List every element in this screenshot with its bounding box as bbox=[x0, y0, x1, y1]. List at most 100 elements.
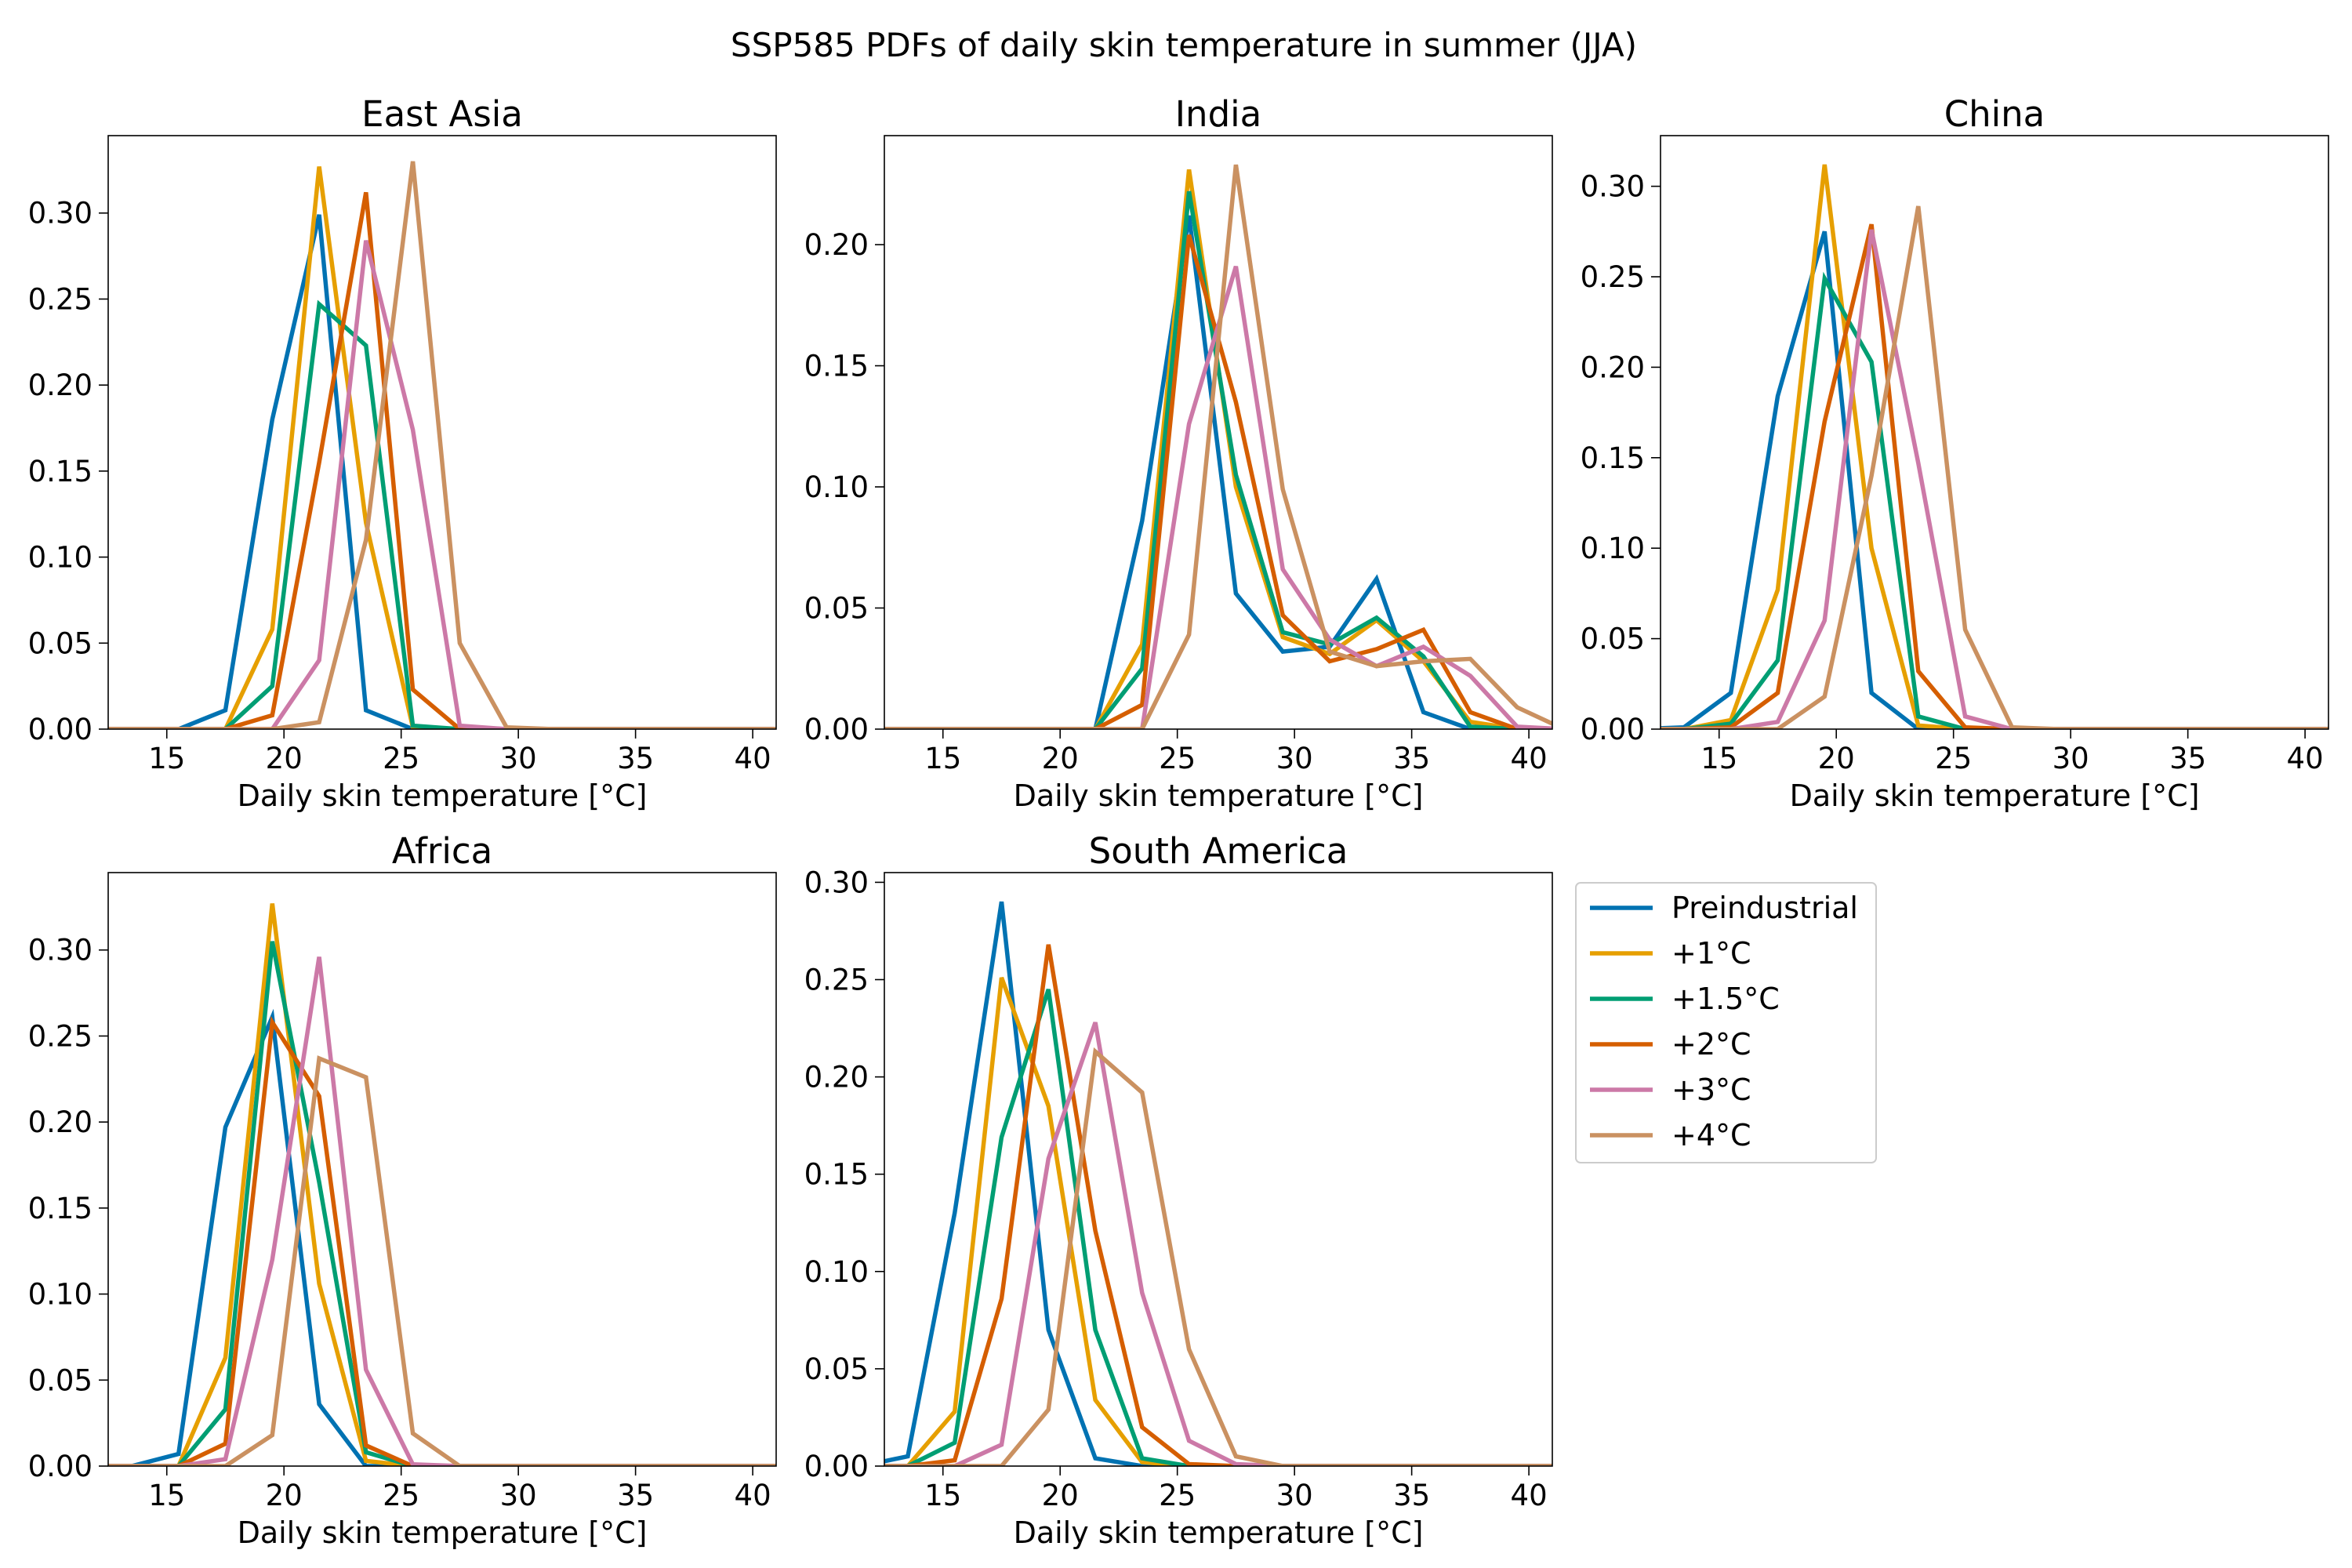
y-tick-label: 0.20 bbox=[1581, 350, 1645, 384]
y-tick-label: 0.15 bbox=[804, 1158, 869, 1192]
y-tick-label: 0.20 bbox=[804, 228, 869, 262]
legend-label: Preindustrial bbox=[1671, 891, 1858, 925]
series-line-1-c-china bbox=[1661, 164, 2328, 729]
figure-title: SSP585 PDFs of daily skin temperature in… bbox=[731, 26, 1637, 64]
y-tick-label: 0.15 bbox=[1581, 441, 1645, 475]
x-tick-label: 30 bbox=[500, 742, 537, 775]
x-axis-label-south-america: Daily skin temperature [°C] bbox=[1014, 1515, 1424, 1550]
x-tick-label: 30 bbox=[1276, 1479, 1313, 1512]
series-line-4-c-east-asia bbox=[108, 161, 776, 729]
x-axis-label-china: Daily skin temperature [°C] bbox=[1790, 779, 2200, 813]
y-tick-label: 0.10 bbox=[804, 470, 869, 504]
y-tick-label: 0.10 bbox=[1581, 532, 1645, 565]
legend-label: +1.5°C bbox=[1671, 982, 1780, 1016]
series-line-4-c-india bbox=[884, 164, 1552, 729]
y-tick-label: 0.00 bbox=[804, 713, 869, 746]
x-tick-label: 35 bbox=[1393, 1479, 1430, 1512]
y-tick-label: 0.05 bbox=[804, 592, 869, 626]
x-tick-label: 40 bbox=[735, 742, 771, 775]
series-line-preindustrial-south-america bbox=[884, 901, 1552, 1466]
x-tick-label: 20 bbox=[266, 1479, 303, 1512]
y-tick-label: 0.30 bbox=[804, 866, 869, 899]
series-line-1-5-c-east-asia bbox=[108, 299, 776, 729]
panel-east-asia: 15 20 25 30 35 40 0.00 0.05 0.10 0.15 0.20 0.25 0.30… bbox=[28, 93, 777, 813]
series-line-preindustrial-india bbox=[884, 215, 1552, 729]
series-line-2-c-africa bbox=[108, 1015, 776, 1466]
y-tick-label: 0.15 bbox=[28, 455, 93, 488]
y-tick-label: 0.00 bbox=[28, 1450, 93, 1483]
series-line-1-c-south-america bbox=[884, 977, 1552, 1466]
x-tick-label: 20 bbox=[1042, 1479, 1079, 1512]
series-line-2-c-china bbox=[1661, 223, 2328, 729]
y-tick-label: 0.15 bbox=[804, 350, 869, 383]
x-tick-label: 25 bbox=[383, 1479, 419, 1512]
series-line-3-c-east-asia bbox=[108, 240, 776, 729]
y-tick-label: 0.05 bbox=[1581, 622, 1645, 656]
panel-south-america: 15 20 25 30 35 40 0.00 0.05 0.10 0.15 0.20 0.25 0.30… bbox=[804, 830, 1553, 1550]
series-line-1-5-c-india bbox=[884, 191, 1552, 729]
y-tick-label: 0.15 bbox=[28, 1192, 93, 1225]
x-tick-label: 25 bbox=[383, 742, 419, 775]
x-tick-label: 30 bbox=[2053, 742, 2089, 775]
series-line-preindustrial-china bbox=[1661, 230, 2328, 729]
series-line-4-c-china bbox=[1661, 205, 2328, 729]
axes-frame-africa bbox=[107, 872, 777, 1467]
x-tick-label: 20 bbox=[266, 742, 303, 775]
y-tick-label: 0.30 bbox=[28, 197, 93, 230]
series-line-1-5-c-south-america bbox=[884, 989, 1552, 1466]
y-tick-label: 0.05 bbox=[28, 1363, 93, 1397]
panel-title-east-asia: East Asia bbox=[361, 93, 523, 135]
series-line-2-c-india bbox=[884, 234, 1552, 729]
x-axis-label-africa: Daily skin temperature [°C] bbox=[238, 1515, 648, 1550]
series-line-3-c-africa bbox=[108, 956, 776, 1466]
series-line-4-c-africa bbox=[108, 1055, 776, 1466]
series-line-preindustrial-africa bbox=[108, 1008, 776, 1466]
series-line-1-c-africa bbox=[108, 903, 776, 1466]
x-tick-label: 35 bbox=[2169, 742, 2206, 775]
x-tick-label: 30 bbox=[500, 1479, 537, 1512]
panel-title-africa: Africa bbox=[392, 830, 492, 872]
y-tick-label: 0.10 bbox=[28, 1278, 93, 1312]
panel-title-india: India bbox=[1175, 93, 1261, 135]
y-tick-label: 0.00 bbox=[804, 1450, 869, 1483]
y-tick-label: 0.25 bbox=[804, 964, 869, 997]
legend-label: +2°C bbox=[1671, 1027, 1751, 1062]
y-tick-label: 0.20 bbox=[28, 368, 93, 402]
panel-africa: 15 20 25 30 35 40 0.00 0.05 0.10 0.15 0.20 0.25 0.30… bbox=[28, 830, 777, 1550]
x-tick-label: 25 bbox=[1159, 742, 1196, 775]
legend-label: +1°C bbox=[1671, 936, 1751, 971]
x-tick-label: 40 bbox=[1511, 742, 1548, 775]
y-tick-label: 0.10 bbox=[804, 1255, 869, 1289]
y-tick-label: 0.10 bbox=[28, 541, 93, 575]
x-tick-label: 15 bbox=[1700, 742, 1737, 775]
x-tick-label: 30 bbox=[1276, 742, 1313, 775]
series-line-3-c-china bbox=[1661, 229, 2328, 729]
y-tick-label: 0.20 bbox=[804, 1061, 869, 1094]
axes-frame-east-asia bbox=[107, 135, 777, 730]
x-tick-label: 15 bbox=[148, 1479, 185, 1512]
y-tick-label: 0.30 bbox=[28, 934, 93, 967]
series-line-4-c-south-america bbox=[884, 1047, 1552, 1466]
panel-title-china: China bbox=[1944, 93, 2045, 135]
legend-label: +4°C bbox=[1671, 1118, 1751, 1152]
x-tick-label: 20 bbox=[1818, 742, 1855, 775]
legend: Preindustrial +1°C +1.5°C +2°C +3°C +4°C bbox=[1575, 882, 1877, 1163]
x-tick-label: 25 bbox=[1159, 1479, 1196, 1512]
series-line-1-c-india bbox=[884, 169, 1552, 729]
axes-frame-india bbox=[884, 135, 1553, 730]
panel-title-south-america: South America bbox=[1089, 830, 1348, 872]
y-tick-label: 0.05 bbox=[28, 626, 93, 660]
x-tick-label: 15 bbox=[924, 742, 961, 775]
series-line-1-5-c-africa bbox=[108, 941, 776, 1466]
y-tick-label: 0.30 bbox=[1581, 170, 1645, 204]
x-tick-label: 35 bbox=[617, 742, 654, 775]
y-tick-label: 0.20 bbox=[28, 1105, 93, 1139]
x-tick-label: 25 bbox=[1935, 742, 1972, 775]
x-axis-label-india: Daily skin temperature [°C] bbox=[1014, 779, 1424, 813]
x-axis-label-east-asia: Daily skin temperature [°C] bbox=[238, 779, 648, 813]
x-tick-label: 35 bbox=[1393, 742, 1430, 775]
x-tick-label: 40 bbox=[735, 1479, 771, 1512]
series-line-3-c-south-america bbox=[884, 1022, 1552, 1466]
y-tick-label: 0.00 bbox=[1581, 713, 1645, 746]
